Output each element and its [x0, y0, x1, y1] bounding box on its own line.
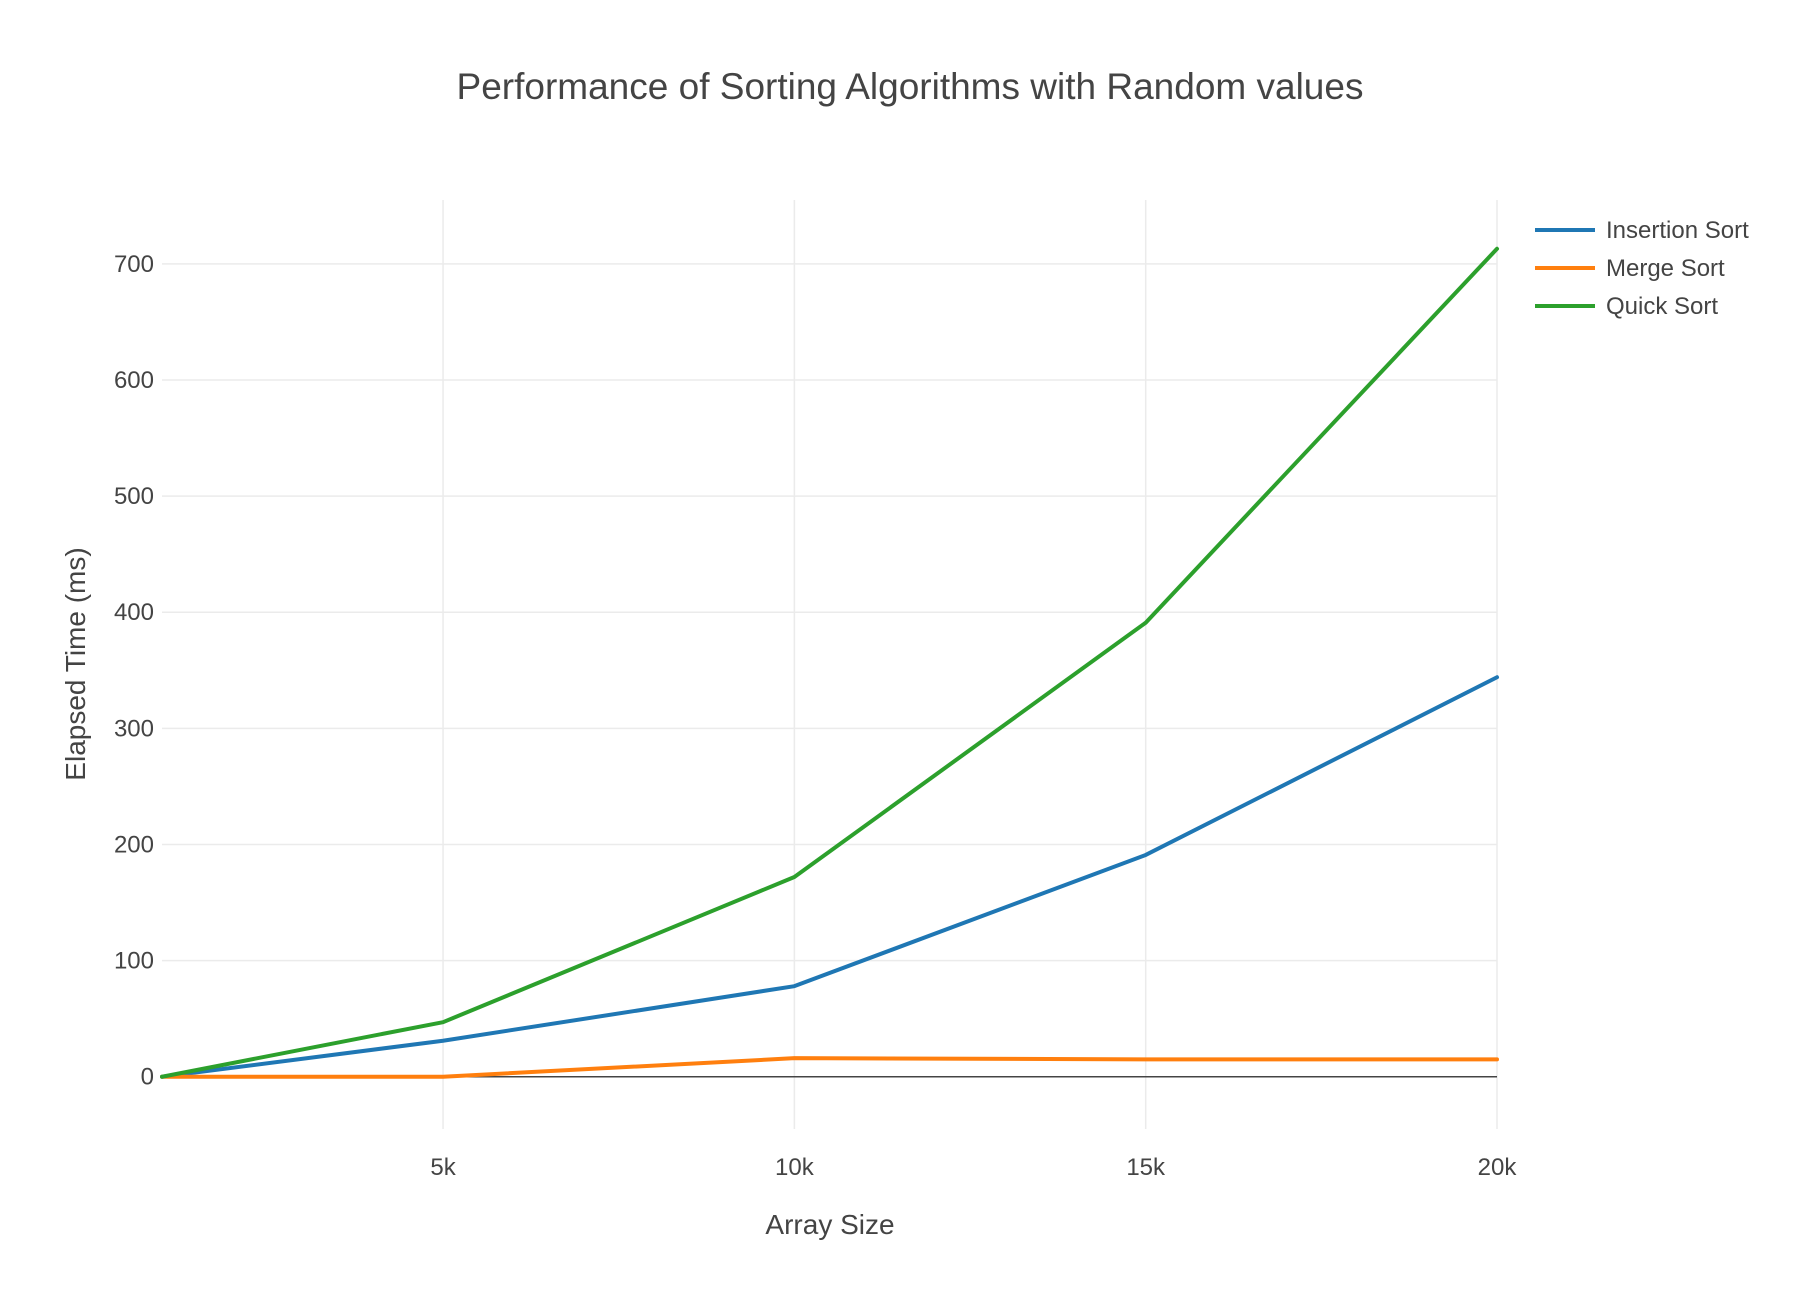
y-tick-label: 300 — [114, 715, 154, 742]
y-tick-label: 100 — [114, 948, 154, 975]
grid — [162, 200, 1498, 1129]
y-axis-title: Elapsed Time (ms) — [60, 547, 91, 780]
x-axis-ticks: 5k 10k 15k 20k — [430, 1154, 1517, 1181]
y-tick-label: 0 — [141, 1064, 154, 1091]
legend-item-quick-sort[interactable]: Quick Sort — [1535, 293, 1718, 320]
legend[interactable]: Insertion Sort Merge Sort Quick Sort — [1535, 217, 1749, 320]
y-tick-label: 400 — [114, 599, 154, 626]
y-tick-label: 700 — [114, 251, 154, 278]
x-tick-label: 15k — [1126, 1154, 1166, 1181]
x-tick-label: 10k — [775, 1154, 815, 1181]
x-axis-title: Array Size — [765, 1209, 894, 1240]
legend-item-insertion-sort[interactable]: Insertion Sort — [1535, 217, 1749, 244]
legend-label: Merge Sort — [1606, 255, 1725, 282]
legend-item-merge-sort[interactable]: Merge Sort — [1535, 255, 1725, 282]
legend-label: Insertion Sort — [1606, 217, 1749, 244]
x-tick-label: 20k — [1478, 1154, 1518, 1181]
y-axis-ticks: 0 100 200 300 400 500 600 700 — [114, 251, 154, 1091]
chart-title: Performance of Sorting Algorithms with R… — [457, 66, 1364, 107]
series-line-quick-sort — [160, 246, 1499, 1079]
y-tick-label: 500 — [114, 483, 154, 510]
legend-label: Quick Sort — [1606, 293, 1718, 320]
y-tick-label: 200 — [114, 831, 154, 858]
series-line-insertion-sort — [160, 675, 1499, 1079]
series-lines — [160, 246, 1499, 1079]
series-line-merge-sort — [160, 1056, 1499, 1079]
y-tick-label: 600 — [114, 367, 154, 394]
x-tick-label: 5k — [430, 1154, 456, 1181]
